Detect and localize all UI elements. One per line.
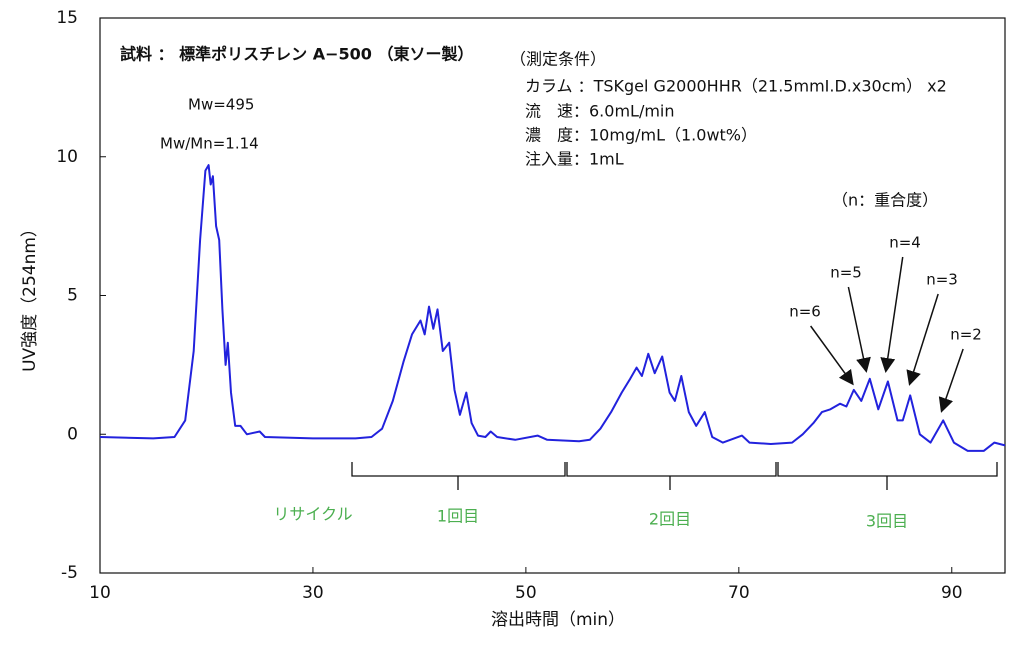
sample-info: Mw=495 xyxy=(188,96,254,114)
x-tick-label: 30 xyxy=(302,583,324,603)
cycle-label: 3回目 xyxy=(866,512,908,531)
x-tick-label: 70 xyxy=(728,583,750,603)
legend-note: （n：重合度） xyxy=(832,191,938,210)
peak-label: n=5 xyxy=(830,264,862,282)
y-tick-label: 5 xyxy=(67,286,78,306)
y-tick-label: 10 xyxy=(56,147,78,167)
conditions: 濃 度：10mg/mL（1.0wt%） xyxy=(525,126,757,145)
conditions: 流 速：6.0mL/min xyxy=(525,102,675,121)
peak-label: n=4 xyxy=(889,234,921,252)
conditions: カラム ：TSKgel G2000HHR（21.5mmI.D.x30cm） x2 xyxy=(525,77,947,96)
cycle-label: 2回目 xyxy=(649,510,691,529)
y-axis-label: UV強度（254nm） xyxy=(20,220,40,372)
x-tick-label: 50 xyxy=(515,583,537,603)
peak-arrow xyxy=(906,293,939,386)
chart-title: 試料 ： 標準ポリスチレン A−500 （東ソー製） xyxy=(120,45,473,64)
peak-label: n=3 xyxy=(926,271,958,289)
x-axis-label: 溶出時間（min） xyxy=(491,610,625,630)
sample-info: Mw/Mn=1.14 xyxy=(160,135,259,153)
peak-arrow xyxy=(810,325,854,386)
x-tick-label: 10 xyxy=(89,583,111,603)
conditions: （測定条件） xyxy=(510,50,606,69)
data-line xyxy=(99,164,1006,452)
y-tick-label: 15 xyxy=(56,8,78,28)
cycle-label: リサイクル xyxy=(273,505,352,524)
peak-label: n=2 xyxy=(950,326,982,344)
x-tick-label: 90 xyxy=(941,583,963,603)
y-tick-label: 0 xyxy=(67,424,78,444)
peak-arrow xyxy=(880,256,904,373)
peak-arrow xyxy=(847,286,871,373)
peak-arrow xyxy=(938,348,964,413)
peak-label: n=6 xyxy=(789,303,821,321)
conditions: 注入量：1mL xyxy=(525,150,624,169)
y-tick-label: -5 xyxy=(61,563,78,583)
cycle-label: 1回目 xyxy=(437,507,479,526)
brackets xyxy=(351,462,998,490)
